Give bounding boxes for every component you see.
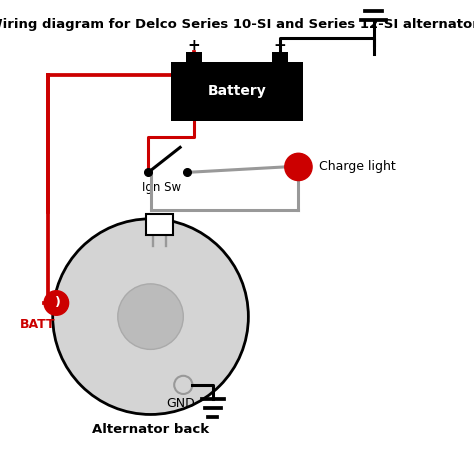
Bar [146, 214, 173, 235]
Circle shape [53, 219, 248, 414]
Text: −: − [274, 38, 287, 54]
Circle shape [118, 284, 183, 349]
Text: 2: 2 [163, 238, 170, 248]
Text: Alternator back: Alternator back [92, 423, 209, 436]
Text: 1: 1 [149, 238, 156, 248]
Text: BATT: BATT [19, 318, 55, 330]
Text: +: + [187, 38, 200, 54]
Text: Wiring diagram for Delco Series 10-SI and Series 12-SI alternators: Wiring diagram for Delco Series 10-SI an… [0, 18, 474, 31]
Bar [186, 52, 202, 62]
Circle shape [174, 376, 192, 394]
Text: Battery: Battery [208, 84, 266, 99]
Bar [272, 52, 288, 62]
Text: Charge light: Charge light [319, 160, 396, 173]
Text: ): ) [55, 296, 61, 310]
Circle shape [285, 153, 312, 181]
Text: Ign Sw: Ign Sw [142, 181, 182, 193]
Bar [171, 62, 303, 121]
Text: GND: GND [167, 397, 195, 410]
Circle shape [44, 291, 69, 315]
